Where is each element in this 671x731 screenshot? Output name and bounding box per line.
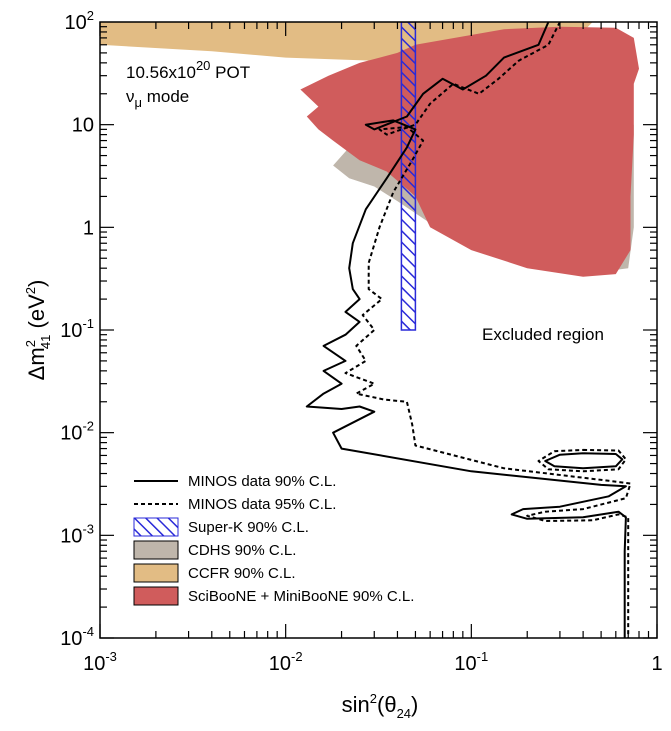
legend-item-minos-data-90-c-l: MINOS data 90% C.L. xyxy=(134,473,336,490)
legend-label: SciBooNE + MiniBooNE 90% C.L. xyxy=(188,588,414,605)
legend-swatch xyxy=(133,517,179,537)
x-tick-label: 10-3 xyxy=(83,649,117,675)
axis-ticks xyxy=(99,22,658,639)
y-tick-label: 10-2 xyxy=(60,419,94,445)
series-minos-data-95-c-l-island xyxy=(537,448,627,473)
y-axis-label: Δm241 (eV2) xyxy=(23,280,53,381)
legend-swatch xyxy=(133,586,179,606)
legend-label: MINOS data 90% C.L. xyxy=(188,473,336,490)
legend-item-cdhs-90-c-l: CDHS 90% C.L. xyxy=(133,540,296,560)
series-minos-data-90-c-l xyxy=(305,22,627,638)
series-minos-data-95-c-l xyxy=(344,22,632,638)
legend-item-sciboone-miniboone-90-c-l: SciBooNE + MiniBooNE 90% C.L. xyxy=(133,586,414,606)
legend: MINOS data 90% C.L. MINOS data 95% C.L. Su… xyxy=(133,473,414,606)
series-minos-data-90-c-l-island xyxy=(544,452,624,470)
y-tick-label: 10-3 xyxy=(60,521,94,547)
mode-annotation: νμ mode xyxy=(126,87,189,110)
legend-label: Super-K 90% C.L. xyxy=(188,519,309,536)
y-tick-label: 10-1 xyxy=(60,316,94,342)
y-tick-label: 102 xyxy=(65,8,94,34)
pot-annotation: 10.56x1020 POT xyxy=(126,58,250,82)
x-tick-label: 10-2 xyxy=(269,649,303,675)
contour-lines xyxy=(305,22,632,638)
y-tick-label: 10-4 xyxy=(60,624,94,650)
legend-swatch xyxy=(133,540,179,560)
excluded-region-label: Excluded region xyxy=(482,325,604,344)
region-super-k-90-c-l xyxy=(400,22,417,331)
x-tick-label: 10-1 xyxy=(454,649,488,675)
legend-label: MINOS data 95% C.L. xyxy=(188,496,336,513)
legend-item-super-k-90-c-l: Super-K 90% C.L. xyxy=(133,517,309,537)
legend-swatch xyxy=(133,563,179,583)
legend-item-minos-data-95-c-l: MINOS data 95% C.L. xyxy=(134,496,336,513)
region-sciboone-miniboone-90-c-l xyxy=(300,26,639,277)
legend-item-ccfr-90-c-l: CCFR 90% C.L. xyxy=(133,563,296,583)
y-tick-label: 1 xyxy=(83,217,94,239)
x-tick-label: 1 xyxy=(651,653,662,675)
legend-label: CCFR 90% C.L. xyxy=(188,565,296,582)
y-tick-label: 10 xyxy=(72,115,94,137)
exclusion-regions xyxy=(100,22,639,331)
legend-label: CDHS 90% C.L. xyxy=(188,542,296,559)
x-axis-label: sin2(θ24) xyxy=(342,691,419,721)
